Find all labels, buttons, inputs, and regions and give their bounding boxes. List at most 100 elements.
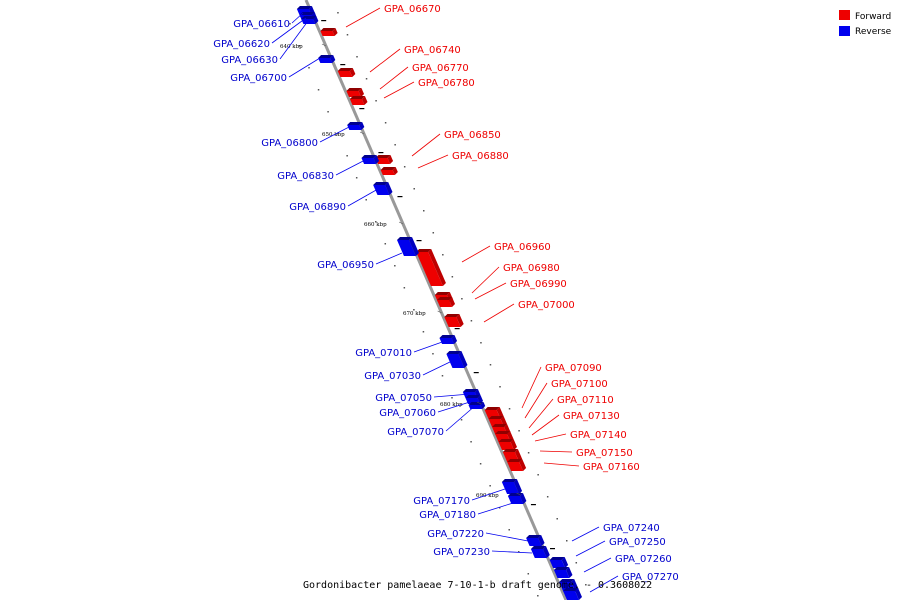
feature-marker bbox=[585, 584, 587, 586]
gene-label-gpa_06990: GPA_06990 bbox=[510, 279, 567, 290]
feature-marker bbox=[365, 78, 368, 80]
gene-block-gpa_06780 bbox=[349, 96, 368, 105]
feature-marker bbox=[365, 199, 367, 201]
leader-line-gpa_06610 bbox=[291, 12, 304, 24]
gene-label-gpa_07050: GPA_07050 bbox=[375, 393, 432, 404]
leader-line-gpa_06700 bbox=[288, 57, 321, 78]
scale-tick-label: 690 kbp bbox=[476, 493, 499, 499]
gene-block-gpa_06700 bbox=[318, 55, 336, 63]
gene-block-gpa_06850 bbox=[375, 155, 394, 164]
gene-label-gpa_06960: GPA_06960 bbox=[494, 242, 551, 253]
feature-marker bbox=[470, 320, 473, 322]
gene-label-gpa_07220: GPA_07220 bbox=[427, 529, 484, 540]
gene-label-gpa_06670: GPA_06670 bbox=[384, 4, 441, 15]
feature-marker bbox=[546, 496, 549, 498]
gene-label-gpa_07000: GPA_07000 bbox=[518, 300, 575, 311]
feature-marker bbox=[359, 108, 365, 110]
gene-label-gpa_07150: GPA_07150 bbox=[576, 448, 633, 459]
scale-tick-mark bbox=[359, 131, 365, 135]
feature-marker bbox=[378, 152, 384, 154]
leader-line-gpa_06880 bbox=[417, 154, 449, 169]
feature-marker bbox=[375, 221, 377, 223]
gene-label-gpa_07090: GPA_07090 bbox=[545, 363, 602, 374]
leader-line-gpa_07170 bbox=[471, 487, 509, 501]
gene-label-gpa_07240: GPA_07240 bbox=[603, 523, 660, 534]
gene-block-gpa_06880 bbox=[380, 167, 398, 175]
feature-marker bbox=[432, 232, 435, 234]
leader-line-gpa_06800 bbox=[319, 125, 352, 143]
gene-label-gpa_06980: GPA_06980 bbox=[503, 263, 560, 274]
legend: Forward Reverse bbox=[839, 10, 892, 37]
leader-line-gpa_07260 bbox=[583, 557, 612, 573]
gene-label-gpa_06880: GPA_06880 bbox=[452, 151, 509, 162]
feature-marker bbox=[308, 67, 310, 69]
feature-marker bbox=[416, 240, 422, 242]
leader-line-gpa_07000 bbox=[483, 303, 515, 323]
feature-marker bbox=[518, 430, 520, 432]
leader-line-gpa_07050 bbox=[433, 393, 471, 398]
feature-marker bbox=[375, 100, 377, 102]
leader-line-gpa_07230 bbox=[491, 550, 533, 554]
gene-block-gpa_06950 bbox=[397, 237, 419, 256]
gene-block-gpa_06890 bbox=[373, 182, 393, 195]
scale-tick-mark bbox=[321, 43, 327, 47]
feature-marker bbox=[422, 331, 425, 333]
feature-marker bbox=[394, 144, 396, 146]
leader-line-gpa_07100 bbox=[524, 382, 548, 419]
leader-line-gpa_06740 bbox=[369, 48, 401, 73]
leader-line-gpa_06780 bbox=[383, 81, 415, 99]
gene-label-gpa_06740: GPA_06740 bbox=[404, 45, 461, 56]
feature-marker bbox=[340, 64, 346, 66]
leader-line-gpa_06960 bbox=[461, 245, 491, 263]
scale-tick-label: 660 kbp bbox=[364, 222, 387, 228]
gene-block-gpa_06800 bbox=[347, 122, 365, 130]
gene-label-gpa_06770: GPA_06770 bbox=[412, 63, 469, 74]
leader-line-gpa_07220 bbox=[485, 532, 529, 542]
feature-marker bbox=[479, 463, 482, 465]
gene-label-gpa_06610: GPA_06610 bbox=[233, 19, 290, 30]
leader-line-gpa_07240 bbox=[571, 526, 600, 542]
gene-block-gpa_07000 bbox=[444, 314, 464, 327]
gene-label-gpa_07260: GPA_07260 bbox=[615, 554, 672, 565]
gene-block-gpa_07270 bbox=[563, 588, 582, 600]
feature-marker bbox=[537, 474, 539, 476]
leader-line-gpa_06950 bbox=[375, 252, 403, 265]
marker-layer bbox=[289, 12, 587, 597]
gene-label-gpa_06950: GPA_06950 bbox=[317, 260, 374, 271]
feature-marker bbox=[441, 375, 444, 377]
leader-line-gpa_07010 bbox=[413, 340, 446, 353]
gene-block-gpa_06770 bbox=[346, 88, 365, 97]
gene-block-gpa_07070 bbox=[468, 402, 486, 409]
feature-marker bbox=[527, 452, 530, 454]
feature-marker bbox=[489, 485, 491, 487]
feature-marker bbox=[397, 196, 403, 198]
feature-marker bbox=[413, 309, 415, 311]
leader-line-gpa_07110 bbox=[528, 398, 554, 429]
gene-block-gpa_07240 bbox=[549, 557, 569, 568]
feature-marker bbox=[346, 155, 348, 157]
scale-tick-mark bbox=[437, 310, 442, 314]
gene-label-gpa_06800: GPA_06800 bbox=[261, 138, 318, 149]
scale-tick-mark bbox=[398, 221, 404, 225]
gene-block-gpa_07220 bbox=[526, 535, 545, 546]
gene-label-gpa_07160: GPA_07160 bbox=[583, 462, 640, 473]
leader-line-gpa_06630 bbox=[279, 20, 309, 60]
feature-marker bbox=[480, 342, 482, 344]
feature-marker bbox=[473, 372, 479, 374]
leader-line-gpa_06850 bbox=[411, 133, 441, 157]
feature-marker bbox=[403, 287, 406, 289]
gene-block-gpa_07140 bbox=[498, 439, 517, 450]
feature-marker bbox=[336, 133, 339, 135]
feature-marker bbox=[451, 276, 454, 278]
feature-marker bbox=[289, 23, 291, 25]
gene-label-gpa_07250: GPA_07250 bbox=[609, 537, 666, 548]
feature-marker bbox=[489, 364, 492, 366]
gene-label-gpa_07180: GPA_07180 bbox=[419, 510, 476, 521]
gene-block-gpa_06960 bbox=[416, 249, 446, 286]
feature-marker bbox=[298, 45, 301, 47]
gene-block-gpa_07230 bbox=[530, 546, 550, 558]
leader-line-gpa_06830 bbox=[335, 158, 368, 176]
leader-line-gpa_07030 bbox=[422, 360, 453, 376]
feature-marker bbox=[384, 122, 387, 124]
